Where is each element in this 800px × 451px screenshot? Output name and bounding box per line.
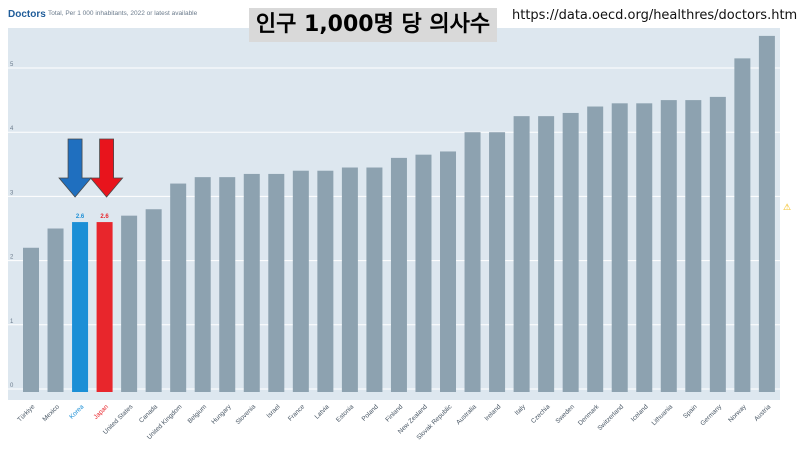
bar-czechia[interactable] (538, 116, 555, 393)
bar-latvia[interactable] (317, 170, 334, 392)
x-tick-label[interactable]: Spain (682, 403, 699, 420)
x-tick-label[interactable]: Hungary (210, 403, 233, 426)
bar-mexico[interactable] (47, 228, 64, 393)
bar-australia[interactable] (464, 132, 481, 392)
x-tick-label[interactable]: France (287, 403, 307, 423)
overlay-title: 인구 1,000명 당 의사수 (249, 8, 497, 42)
chart-subtitle: Total, Per 1 000 inhabitants, 2022 or la… (48, 10, 198, 17)
down-arrow-icon (58, 138, 92, 198)
x-tick-label[interactable]: Mexico (41, 403, 61, 423)
bar-sweden[interactable] (562, 112, 579, 392)
x-tick-label[interactable]: Türkiye (16, 403, 36, 423)
bar-lithuania[interactable] (660, 100, 677, 392)
bar-finland[interactable] (390, 157, 407, 392)
bar-slovak-republic[interactable] (440, 151, 457, 392)
x-tick-label[interactable]: Germany (699, 403, 723, 427)
source-url: https://data.oecd.org/healthres/doctors.… (512, 8, 798, 23)
x-tick-label[interactable]: Lithuania (651, 403, 675, 427)
x-tick-label[interactable]: Czechia (530, 403, 552, 425)
bar-denmark[interactable] (587, 106, 604, 393)
x-tick-label[interactable]: Israel (266, 403, 283, 420)
x-tick-label[interactable]: Slovenia (235, 403, 258, 426)
x-tick-label[interactable]: Iceland (630, 403, 650, 423)
bar-switzerland[interactable] (611, 103, 628, 392)
bar-estonia[interactable] (341, 167, 358, 392)
warning-triangle-icon[interactable]: ⚠ (782, 202, 792, 212)
x-tick-label[interactable]: Finland (384, 403, 404, 423)
y-tick-label: 3 (10, 190, 14, 196)
x-tick-label[interactable]: Austria (753, 403, 773, 423)
bar-hungary[interactable] (219, 177, 236, 392)
x-tick-label[interactable]: Italy (514, 403, 528, 417)
x-tick-label[interactable]: Sweden (555, 403, 577, 425)
x-tick-label[interactable]: Switzerland (596, 403, 625, 432)
bar-france[interactable] (292, 170, 309, 392)
bar-germany[interactable] (709, 96, 726, 392)
x-tick-label[interactable]: Ireland (483, 403, 502, 422)
bar-italy[interactable] (513, 116, 530, 393)
x-tick-label[interactable]: Australia (455, 403, 478, 426)
bar-slovenia[interactable] (243, 173, 260, 392)
data-label: 2.6 (76, 214, 85, 220)
x-tick-label[interactable]: Canada (138, 403, 159, 424)
y-tick-label: 1 (10, 319, 14, 325)
x-tick-label[interactable]: Latvia (314, 403, 331, 420)
bar-t-rkiye[interactable] (23, 247, 39, 392)
bar-korea[interactable] (72, 222, 89, 392)
chart-header: Doctors Total, Per 1 000 inhabitants, 20… (0, 0, 800, 28)
bar-iceland[interactable] (636, 103, 653, 392)
x-tick-label[interactable]: Norway (727, 403, 748, 424)
bar-austria[interactable] (758, 35, 775, 393)
bar-new-zealand[interactable] (415, 154, 432, 392)
y-tick-label: 4 (10, 126, 14, 132)
bar-israel[interactable] (268, 173, 285, 392)
x-tick-label[interactable]: Denmark (577, 403, 601, 427)
bar-norway[interactable] (734, 58, 751, 393)
bar-canada[interactable] (145, 209, 162, 392)
x-tick-label[interactable]: Japan (93, 403, 111, 421)
y-tick-label: 0 (10, 383, 14, 389)
x-tick-label[interactable]: Korea (68, 403, 85, 420)
down-arrow-icon (89, 138, 124, 198)
bar-poland[interactable] (366, 167, 383, 392)
x-tick-label[interactable]: Belgium (187, 403, 209, 425)
data-label: 2.6 (100, 214, 109, 220)
bar-united-states[interactable] (121, 215, 138, 392)
x-tick-label[interactable]: Estonia (335, 403, 356, 424)
bar-ireland[interactable] (489, 132, 506, 392)
chart-brand[interactable]: Doctors (8, 9, 46, 20)
bar-spain[interactable] (685, 100, 702, 392)
bar-united-kingdom[interactable] (170, 183, 187, 392)
x-tick-label[interactable]: Poland (361, 403, 381, 423)
y-tick-label: 2 (10, 255, 14, 261)
y-tick-label: 5 (10, 62, 14, 68)
bar-japan[interactable] (96, 222, 113, 392)
bar-belgium[interactable] (194, 177, 211, 392)
